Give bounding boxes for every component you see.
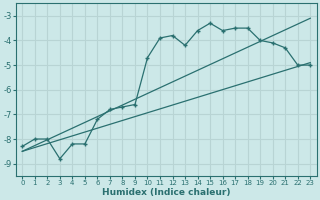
- X-axis label: Humidex (Indice chaleur): Humidex (Indice chaleur): [102, 188, 230, 197]
